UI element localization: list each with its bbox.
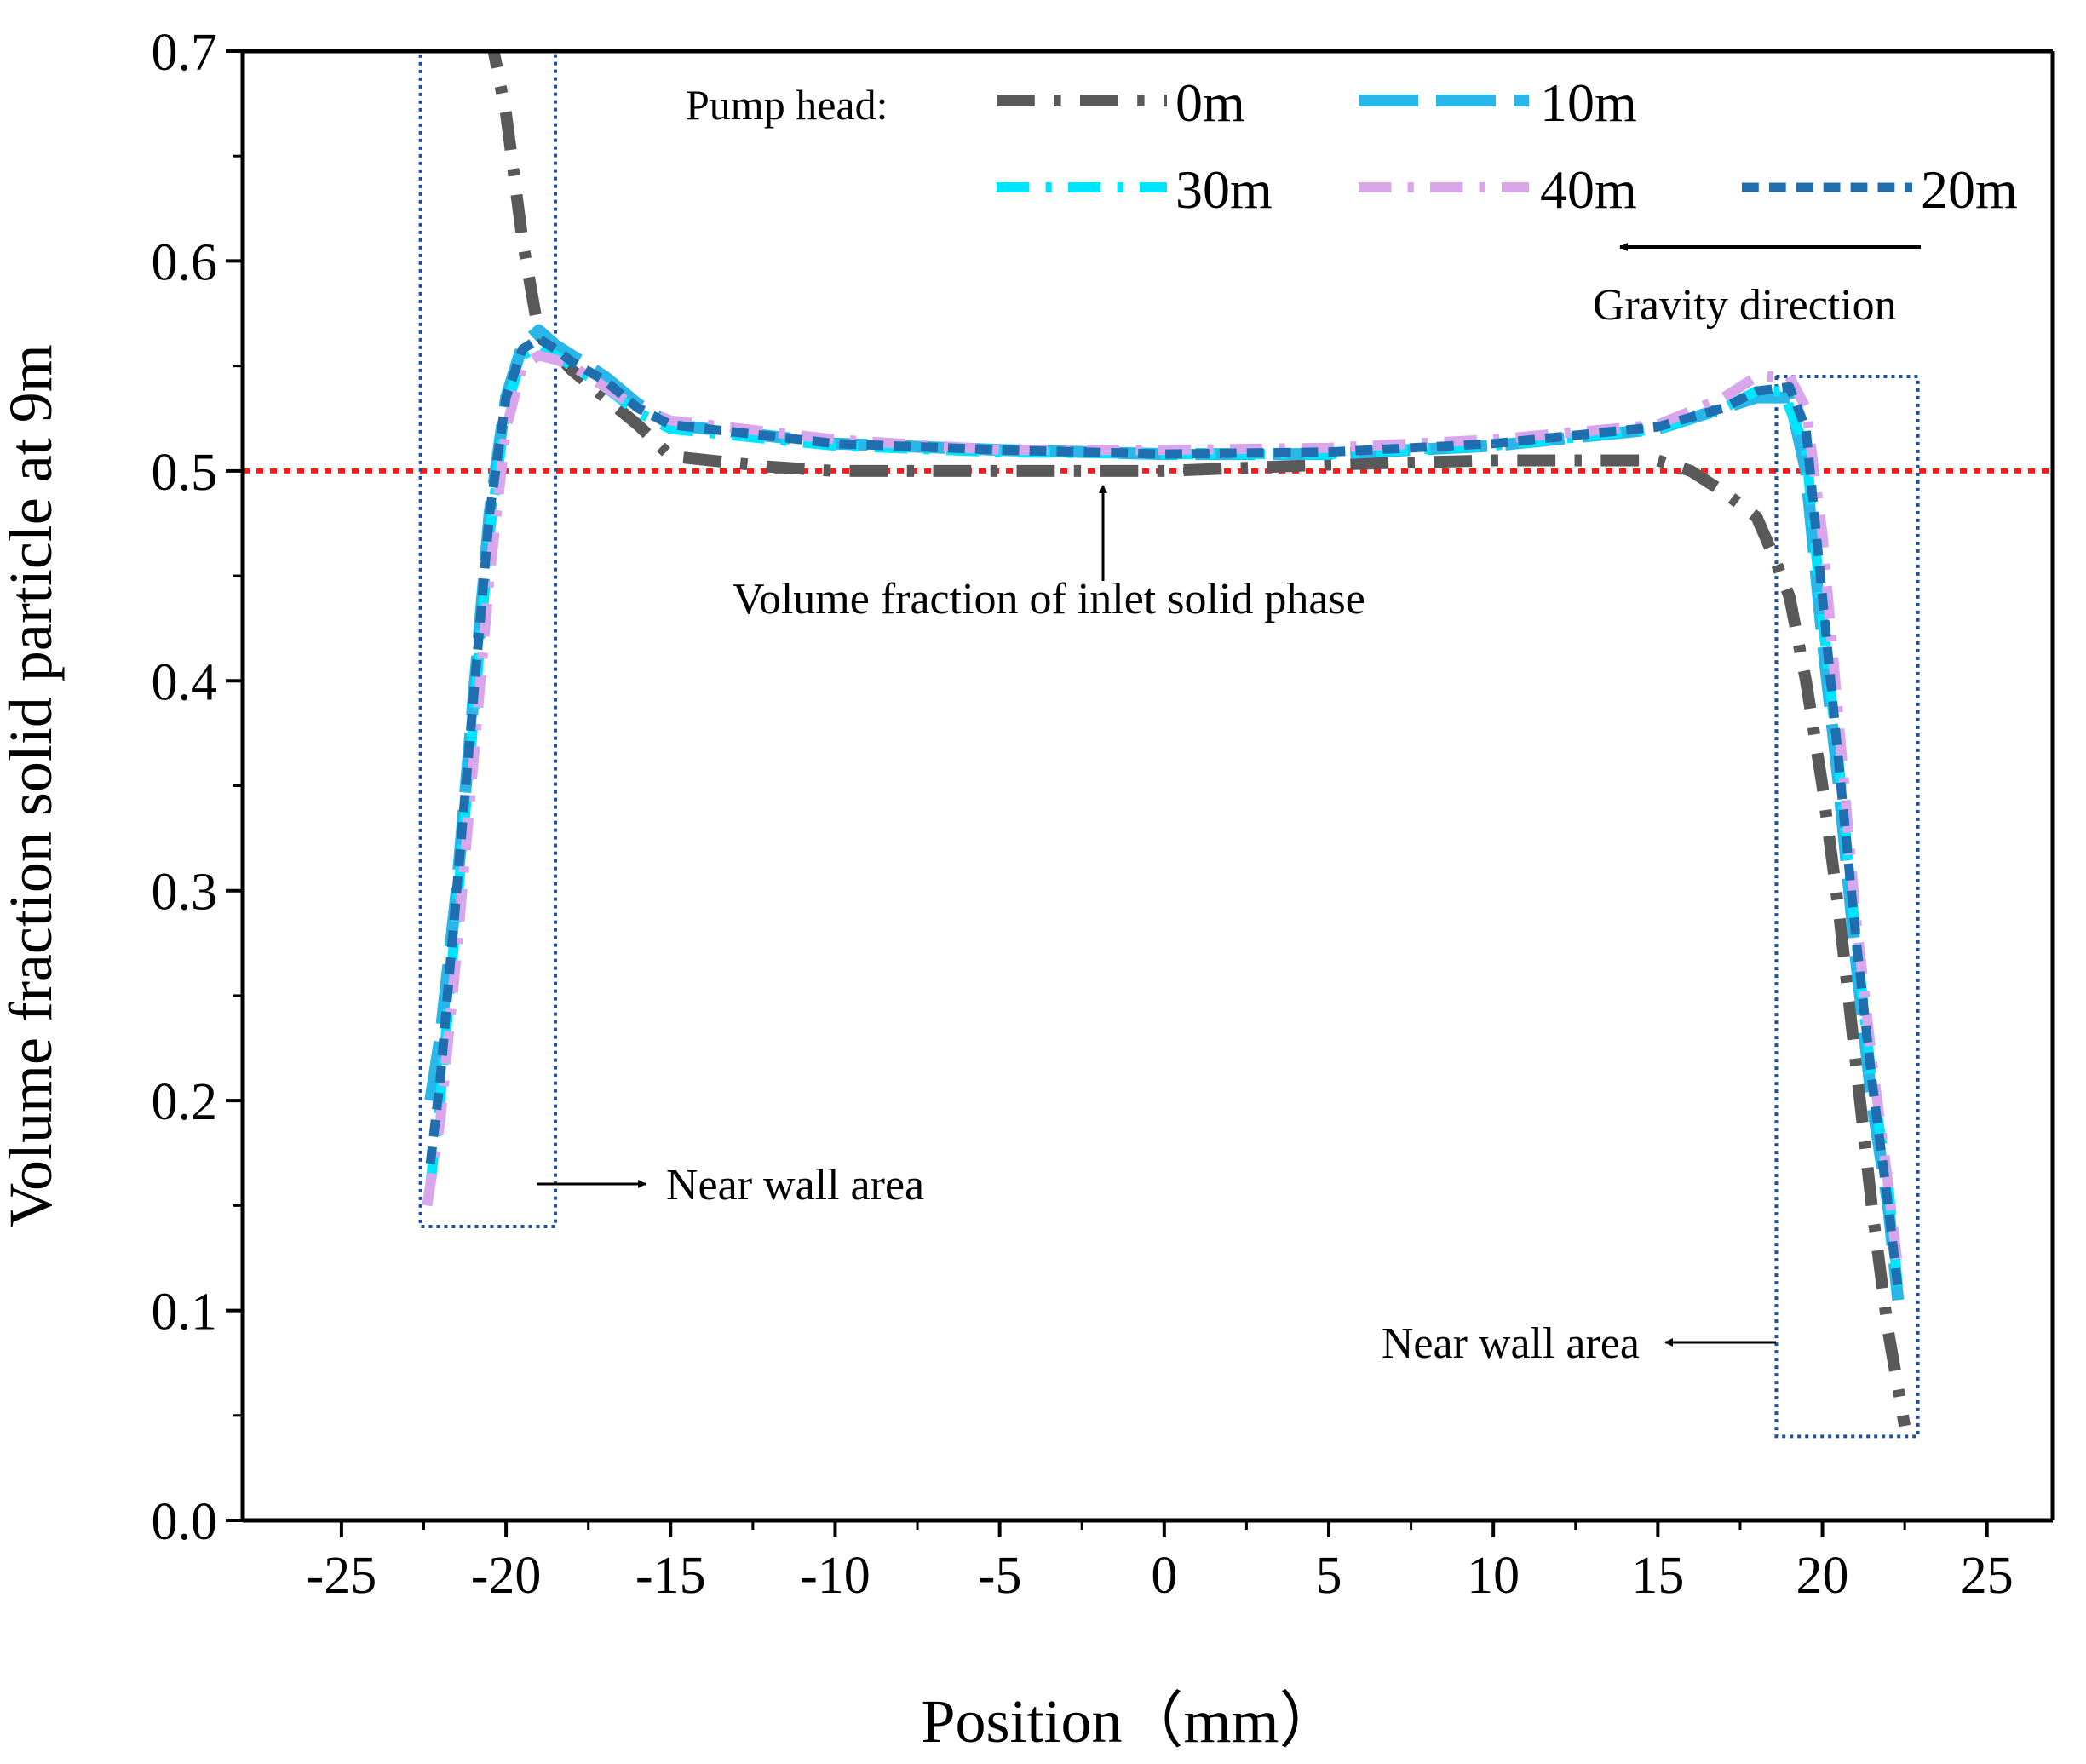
- x-tick-label: -25: [307, 1547, 377, 1605]
- x-tick-label: -15: [635, 1547, 706, 1605]
- series-line-0m: [487, 51, 1911, 1428]
- x-tick-label: 0: [1151, 1547, 1177, 1605]
- x-tick-label: -5: [978, 1547, 1022, 1605]
- legend-label-20m: 20m: [1921, 159, 2018, 220]
- plot-area: 0.0 0.1 0.2 0.3 0.4 0.5 0.6 0.7 -25 -20 -15 -10 -5 0 5…: [152, 24, 2055, 1605]
- x-tick-label: 10: [1467, 1547, 1520, 1605]
- x-axis-title: Position（mm）: [921, 1687, 1340, 1755]
- near-wall-label-left: Near wall area: [666, 1161, 924, 1210]
- y-tick-label: 0.0: [152, 1493, 218, 1551]
- near-wall-label-right: Near wall area: [1382, 1319, 1640, 1368]
- legend-label-40m: 40m: [1540, 159, 1637, 220]
- y-tick-label: 0.5: [152, 444, 218, 502]
- y-tick-label: 0.1: [152, 1284, 218, 1342]
- y-tick-label: 0.2: [152, 1073, 218, 1131]
- gravity-direction-label: Gravity direction: [1593, 281, 1897, 330]
- series-line-20m: [425, 334, 1903, 1290]
- y-tick-label: 0.4: [152, 653, 218, 711]
- x-tick-label: 25: [1961, 1547, 2014, 1605]
- legend-label-0m: 0m: [1175, 72, 1245, 133]
- x-tick-label: -10: [800, 1547, 871, 1605]
- near-wall-box-1: [1774, 374, 1920, 1439]
- reference-line-label: Volume fraction of inlet solid phase: [733, 575, 1365, 623]
- y-axis-title: Volume fraction solid particle at 9m: [0, 344, 65, 1227]
- series-line-40m: [422, 350, 1904, 1270]
- legend-heading: Pump head:: [686, 81, 888, 129]
- x-tick-label: -20: [471, 1547, 542, 1605]
- y-tick-label: 0.6: [152, 233, 218, 291]
- legend-label-10m: 10m: [1540, 72, 1637, 133]
- legend-label-30m: 30m: [1175, 159, 1273, 220]
- y-tick-label: 0.7: [152, 24, 218, 82]
- legend: Pump head: 0m 10m 30m 40m 20m: [686, 72, 2018, 220]
- near-wall-box-0: [418, 49, 558, 1228]
- y-tick-label: 0.3: [152, 864, 218, 922]
- series-line-30m: [425, 340, 1904, 1290]
- x-tick-label: 5: [1316, 1547, 1342, 1605]
- x-tick-label: 15: [1631, 1547, 1684, 1605]
- x-tick-label: 20: [1796, 1547, 1849, 1605]
